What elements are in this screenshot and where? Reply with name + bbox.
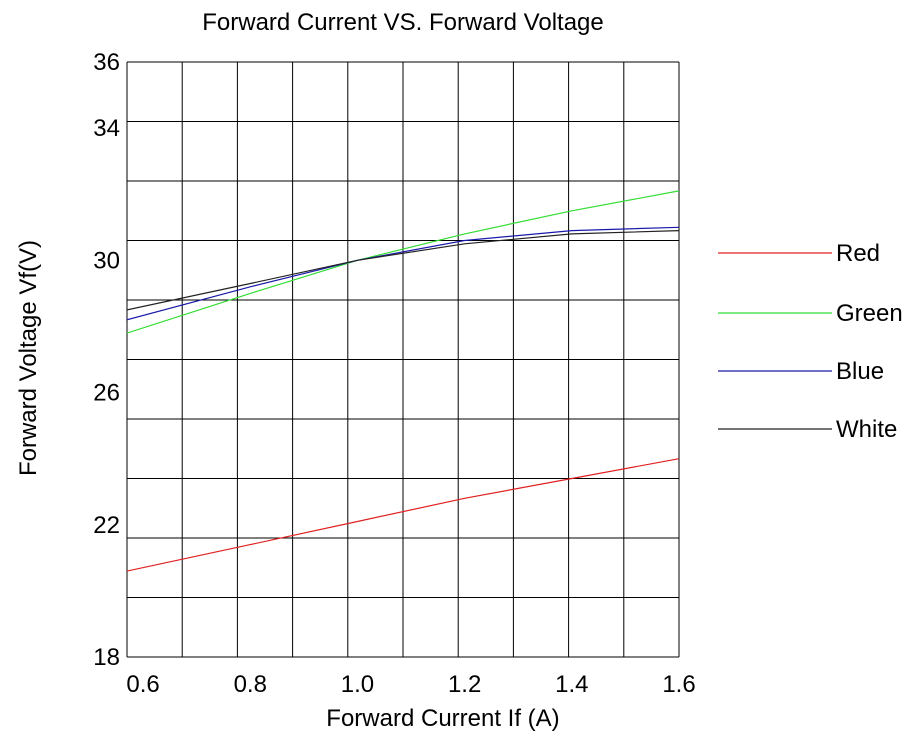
y-tick-label: 26 bbox=[93, 380, 120, 407]
x-tick-label: 1.2 bbox=[448, 671, 481, 698]
legend-label-green: Green bbox=[836, 300, 903, 327]
legend-label-white: White bbox=[836, 416, 897, 443]
y-tick-label: 30 bbox=[93, 247, 120, 274]
x-tick-label: 1.4 bbox=[555, 671, 588, 698]
x-tick-label: 1.0 bbox=[341, 671, 374, 698]
series-line-red bbox=[126, 458, 680, 572]
y-axis-label: Forward Voltage Vf(V) bbox=[15, 240, 42, 476]
x-axis-label: Forward Current If (A) bbox=[326, 705, 559, 732]
legend-label-blue: Blue bbox=[836, 358, 884, 385]
y-tick-label: 22 bbox=[93, 512, 120, 539]
series-line-white bbox=[126, 230, 680, 311]
y-tick-label: 18 bbox=[93, 644, 120, 671]
x-tick-label: 1.6 bbox=[662, 671, 695, 698]
series-line-blue bbox=[126, 226, 680, 321]
y-tick-label: 34 bbox=[93, 115, 120, 142]
series-line-green bbox=[126, 190, 680, 334]
legend-label-red: Red bbox=[836, 240, 880, 267]
x-tick-label: 0.6 bbox=[126, 671, 159, 698]
chart-title: Forward Current VS. Forward Voltage bbox=[202, 9, 604, 36]
x-tick-label: 0.8 bbox=[234, 671, 267, 698]
y-tick-label: 36 bbox=[93, 49, 120, 76]
